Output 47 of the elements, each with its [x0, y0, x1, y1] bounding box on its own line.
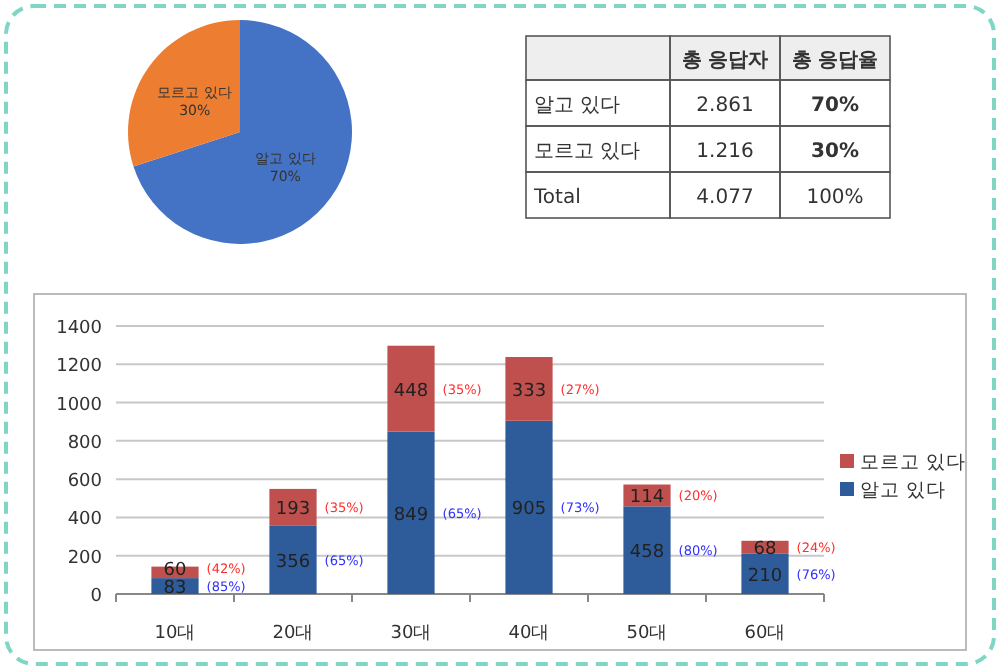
text: 2.861 — [696, 95, 754, 117]
x-tick-label: 60대 — [744, 624, 786, 644]
x-tick-label: 50대 — [626, 624, 668, 644]
legend-label: 알고 있다 — [860, 480, 947, 502]
bar — [623, 506, 671, 594]
data-label: 356 — [275, 552, 311, 573]
bar — [741, 553, 789, 594]
x-tick-label: 40대 — [508, 624, 550, 644]
pie-slice — [133, 20, 352, 244]
data-label: 849 — [393, 505, 429, 526]
bar — [387, 431, 435, 594]
y-tick-label: 400 — [67, 510, 103, 531]
data-label: 114 — [629, 488, 665, 509]
bar — [505, 420, 553, 594]
y-tick-label: 1400 — [56, 319, 103, 339]
bar — [387, 345, 435, 432]
text: Total — [532, 187, 581, 209]
data-label: 905 — [511, 500, 547, 521]
data-label: 448 — [393, 381, 429, 402]
data-label: 83 — [163, 579, 187, 600]
data-label: 193 — [275, 500, 311, 521]
y-tick-label: 1000 — [56, 395, 103, 416]
data-label: 458 — [629, 543, 665, 564]
text: 총 응답자 — [681, 50, 769, 72]
x-tick-label: 10대 — [154, 624, 196, 644]
bar — [505, 357, 553, 421]
data-label: 333 — [511, 381, 547, 402]
y-tick-label: 200 — [67, 548, 103, 569]
y-tick-label: 600 — [67, 472, 103, 493]
text: 총 응답율 — [791, 50, 879, 72]
text: 100% — [806, 187, 864, 209]
text: 알고 있다 — [534, 95, 621, 117]
legend-label: 모르고 있다 — [860, 452, 967, 474]
text: 모르고 있다 — [534, 141, 641, 163]
y-tick-label: 1200 — [56, 357, 103, 378]
data-label: 210 — [747, 566, 783, 587]
text: 1.216 — [696, 141, 754, 163]
y-tick-label: 800 — [67, 433, 103, 454]
text: 70% — [811, 95, 859, 117]
bar — [269, 525, 317, 594]
text: 4.077 — [696, 187, 754, 209]
x-tick-label: 20대 — [272, 624, 314, 644]
data-label: 60 — [163, 561, 187, 582]
x-tick-label: 30대 — [390, 624, 432, 644]
pie-slice — [128, 20, 240, 167]
text: 30% — [811, 141, 859, 163]
y-tick-label: 0 — [90, 587, 103, 607]
